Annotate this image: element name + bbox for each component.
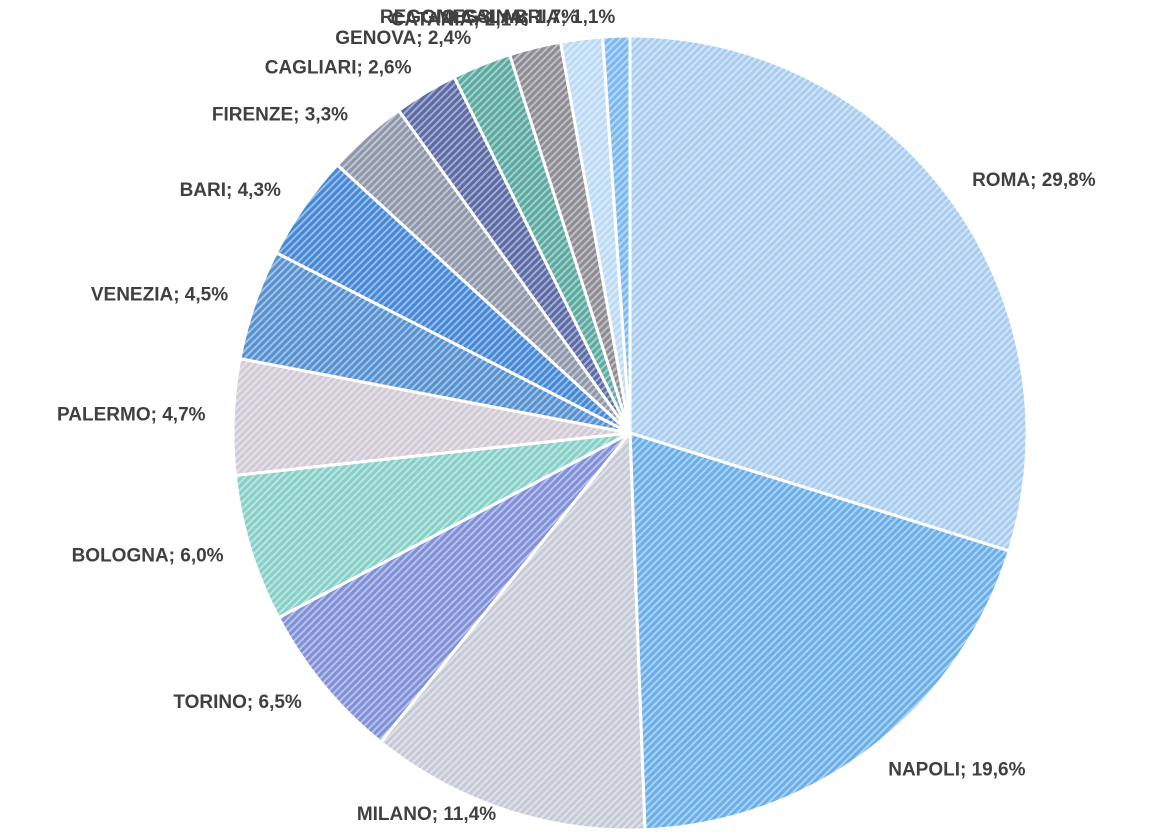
data-label: REGGIO CALABRIA; 1,1% [380,7,616,28]
data-label: TORINO; 6,5% [173,692,302,713]
slice-hatch [276,164,630,433]
slice-hatch [454,54,630,433]
data-label: VENEZIA; 4,5% [91,284,228,305]
data-label: CATANIA; 2,1% [391,10,529,31]
slice-hatch [278,433,630,743]
data-label: PALERMO; 4,7% [57,405,206,426]
data-label: GENOVA; 2,4% [335,28,471,49]
data-label: MESSINA; 1,7% [437,7,579,28]
slice-hatch [235,433,631,618]
data-label: FIRENZE; 3,3% [212,104,348,125]
slice-hatch [337,110,630,434]
slice-hatch [509,42,630,433]
data-label: BOLOGNA; 6,0% [72,546,224,567]
slice-hatch [630,433,1010,830]
slice-hatch [232,358,630,476]
data-label: MILANO; 11,4% [357,804,496,825]
slice-hatch [398,77,630,433]
data-label: NAPOLI; 19,6% [888,759,1025,780]
slice-hatch [602,36,630,433]
slice-hatch [630,36,1027,551]
data-label: CAGLIARI; 2,6% [265,58,412,79]
slice-hatch [240,252,630,433]
slice-hatch [380,433,645,830]
data-label: BARI; 4,3% [180,180,281,201]
data-label: ROMA; 29,8% [972,170,1096,191]
slice-hatch [560,36,630,433]
